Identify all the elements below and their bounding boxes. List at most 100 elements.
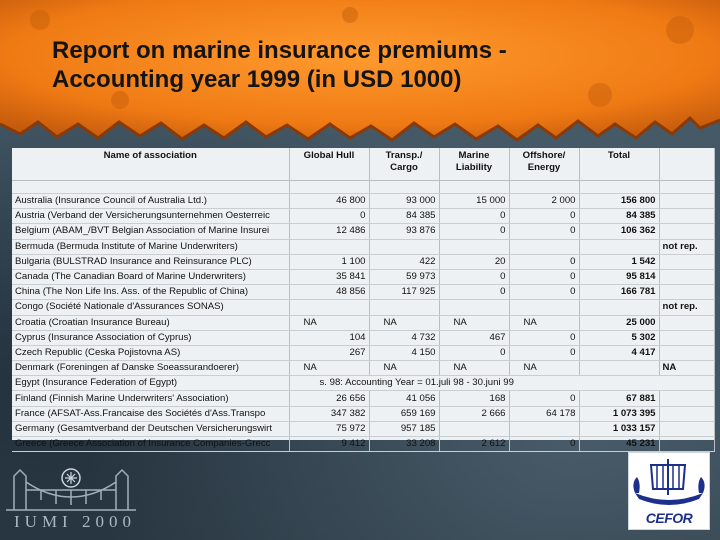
cell-liability: 0 xyxy=(439,284,510,301)
cell-name: Bermuda (Bermuda Institute of Marine Und… xyxy=(12,239,290,255)
table-row: China (The Non Life Ins. Ass. of the Rep… xyxy=(12,284,715,301)
cell-liability: 0 xyxy=(439,208,510,225)
title-line-2: Accounting year 1999 (in USD 1000) xyxy=(52,66,462,93)
cell-note xyxy=(659,406,715,422)
spacer-row xyxy=(12,180,715,194)
cell-liability: 168 xyxy=(439,390,510,407)
cell-note xyxy=(659,345,715,362)
header-transp-cargo-l2: Cargo xyxy=(390,162,418,173)
cell-hull: 46 800 xyxy=(289,193,370,210)
cell-cargo: 117 925 xyxy=(369,284,440,301)
cell-liability: 0 xyxy=(439,223,510,240)
cell-cargo: 659 169 xyxy=(369,406,440,422)
cell-cargo: NA xyxy=(369,315,440,331)
cell-total: 4 417 xyxy=(579,345,660,362)
cell-liability: NA xyxy=(439,360,510,377)
cell-liability: 2 612 xyxy=(439,436,510,453)
cell-hull: 267 xyxy=(289,345,370,362)
table-row: Egypt (Insurance Federation of Egypt) s.… xyxy=(12,375,715,392)
cell-liability: 467 xyxy=(439,330,510,346)
cell-liability: 2 666 xyxy=(439,406,510,422)
cell-name: Australia (Insurance Council of Australi… xyxy=(12,193,290,210)
table-row: Australia (Insurance Council of Australi… xyxy=(12,193,715,210)
table-row: Canada (The Canadian Board of Marine Und… xyxy=(12,269,715,286)
header-note xyxy=(659,148,715,181)
header-marine-liability: Marine Liability xyxy=(439,148,510,181)
cell-cargo xyxy=(369,299,440,316)
cell-total xyxy=(579,299,660,316)
header-offshore-energy-l2: Energy xyxy=(527,162,561,173)
cell-total: 45 231 xyxy=(579,436,660,453)
table-row: Belgium (ABAM_/BVT Belgian Association o… xyxy=(12,223,715,240)
cell-liability: 20 xyxy=(439,254,510,270)
cell-name: Czech Republic (Ceska Pojistovna AS) xyxy=(12,345,290,362)
cell-name: Belgium (ABAM_/BVT Belgian Association o… xyxy=(12,223,290,240)
cell-cargo xyxy=(369,239,440,255)
cell-offshore: 0 xyxy=(509,208,580,225)
cell-hull: NA xyxy=(289,315,370,331)
cell-name: Germany (Gesamtverband der Deutschen Ver… xyxy=(12,421,290,438)
cell-total: 106 362 xyxy=(579,223,660,240)
cell-liability xyxy=(439,421,510,438)
cell-cargo: 422 xyxy=(369,254,440,270)
cell-total: 1 542 xyxy=(579,254,660,270)
cell-liability xyxy=(439,239,510,255)
cell-offshore xyxy=(509,299,580,316)
cell-hull: 9 412 xyxy=(289,436,370,453)
cell-offshore: 0 xyxy=(509,330,580,346)
cell-hull: 0 xyxy=(289,208,370,225)
cell-offshore: 0 xyxy=(509,269,580,286)
cell-offshore: NA xyxy=(509,315,580,331)
cell-liability: 15 000 xyxy=(439,193,510,210)
cell-total: 67 881 xyxy=(579,390,660,407)
cell-total: 166 781 xyxy=(579,284,660,301)
cell-liability: 0 xyxy=(439,345,510,362)
header-offshore-energy-l1: Offshore/ xyxy=(522,150,566,161)
cell-total: 25 000 xyxy=(579,315,660,331)
cell-note: NA xyxy=(659,360,715,377)
cell-offshore: 0 xyxy=(509,345,580,362)
cell-hull: 26 656 xyxy=(289,390,370,407)
cell-name: Austria (Verband der Versicherungsuntern… xyxy=(12,208,290,225)
cell-offshore: 0 xyxy=(509,223,580,240)
cell-total: 1 073 395 xyxy=(579,406,660,422)
cell-name: Egypt (Insurance Federation of Egypt) xyxy=(12,375,290,392)
cell-note xyxy=(659,436,715,453)
table-row: Germany (Gesamtverband der Deutschen Ver… xyxy=(12,421,715,438)
header-transp-cargo: Transp./ Cargo xyxy=(369,148,440,181)
cell-note xyxy=(659,284,715,301)
cell-cargo: 33 208 xyxy=(369,436,440,453)
cell-note: not rep. xyxy=(659,299,715,316)
cell-note: not rep. xyxy=(659,239,715,255)
cell-note xyxy=(659,254,715,270)
cell-cargo: NA xyxy=(369,360,440,377)
table-row: Denmark (Foreningen af Danske Soeassuran… xyxy=(12,360,715,377)
iumi-logo-text: IUMI 2000 xyxy=(14,512,136,531)
title-banner xyxy=(0,0,720,150)
cell-name: Cyprus (Insurance Association of Cyprus) xyxy=(12,330,290,346)
cell-cargo: 59 973 xyxy=(369,269,440,286)
cell-cargo: 84 385 xyxy=(369,208,440,225)
cell-name: Bulgaria (BULSTRAD Insurance and Reinsur… xyxy=(12,254,290,270)
cell-hull: 35 841 xyxy=(289,269,370,286)
cell-cargo: 93 876 xyxy=(369,223,440,240)
cell-total xyxy=(579,239,660,255)
table-row: Finland (Finnish Marine Underwriters' As… xyxy=(12,390,715,407)
cell-total: 156 800 xyxy=(579,193,660,210)
cell-total: 84 385 xyxy=(579,208,660,225)
cell-note xyxy=(659,269,715,286)
cell-total: 5 302 xyxy=(579,330,660,346)
cell-note xyxy=(659,390,715,407)
cell-name: Finland (Finnish Marine Underwriters' As… xyxy=(12,390,290,407)
cell-hull xyxy=(289,299,370,316)
viking-ship-icon xyxy=(633,459,705,505)
header-transp-cargo-l1: Transp./ xyxy=(385,150,423,161)
cell-hull: 75 972 xyxy=(289,421,370,438)
cell-offshore xyxy=(509,239,580,255)
cell-offshore: 0 xyxy=(509,254,580,270)
iumi-logo xyxy=(6,460,136,534)
cell-hull: 48 856 xyxy=(289,284,370,301)
header-marine-liability-l1: Marine xyxy=(458,150,490,161)
cell-note xyxy=(659,223,715,240)
table-row: Greece (Greece Association of Insurance … xyxy=(12,436,715,453)
